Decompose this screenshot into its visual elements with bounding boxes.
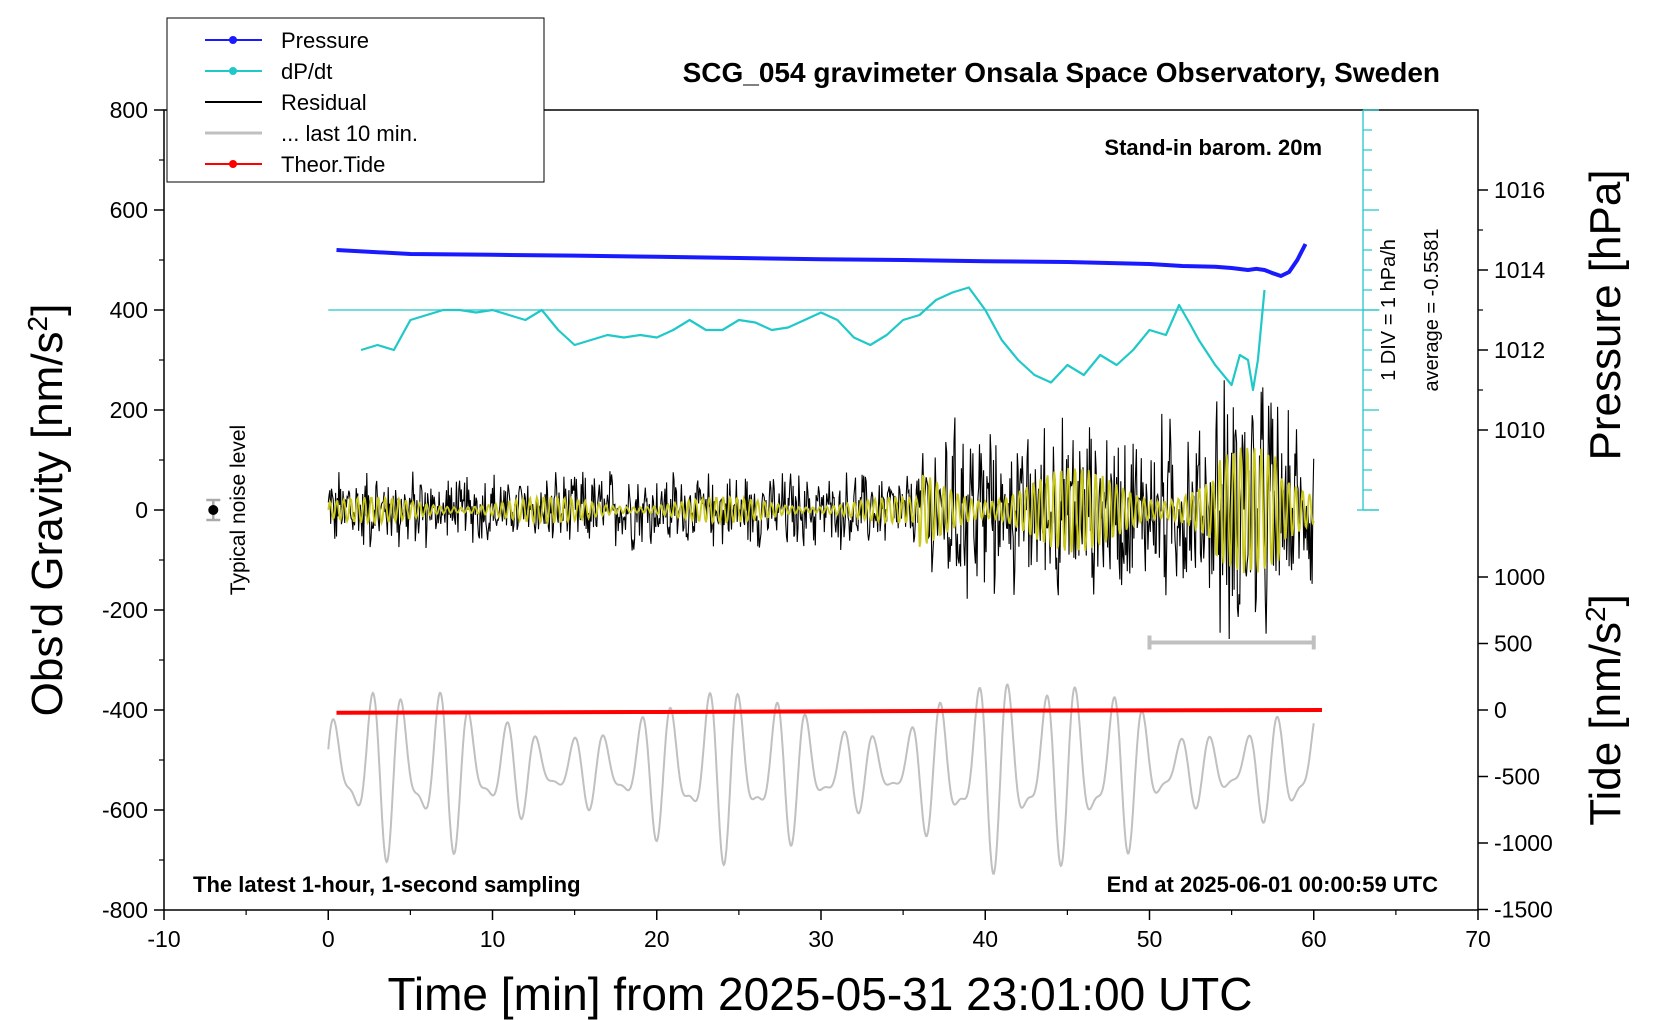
y-axis-title-left-close: ] [23,304,72,316]
x-tick-label: 40 [972,926,998,952]
y-axis-title-left-sup: 2 [22,316,53,332]
tide-tick-label: -1500 [1494,897,1553,923]
y-axis-ticks: 800 600 400 200 0 -200 -400 -600 -800 [102,97,164,923]
y-tick-label: 800 [110,97,148,123]
y-tick-label: 200 [110,397,148,423]
pressure-tick-label: 1016 [1494,177,1545,203]
legend-label: ... last 10 min. [281,121,418,146]
legend-label: dP/dt [281,59,332,84]
x-tick-label: 70 [1465,926,1491,952]
tide-axis-title: Tide [nm/s2] [1580,594,1631,826]
x-tick-label: 10 [480,926,506,952]
last-10-min-trace [327,683,1315,875]
tide-axis-title-sup: 2 [1580,606,1611,622]
x-axis-ticks: -10 0 10 20 30 40 50 60 70 [147,910,1491,952]
dpdt-line [360,286,1266,392]
tide-axis-ticks: 1000 500 0 -500 -1000 -1500 [1478,564,1553,923]
tide-tick-label: 500 [1494,631,1532,657]
noise-dot [208,505,219,515]
average-label: average = -0.5581 [1421,229,1443,392]
barometer-note: Stand-in barom. 20m [1104,135,1322,160]
tide-tick-label: -1000 [1494,830,1553,856]
legend-label: Residual [281,90,367,115]
x-tick-label: 20 [644,926,670,952]
pressure-axis-ticks: 1016 1014 1012 1010 [1478,177,1545,443]
x-tick-label: 50 [1137,926,1163,952]
pressure-tick-label: 1014 [1494,257,1545,283]
legend-marker [229,67,237,75]
residual-filtered-trace [327,447,1315,574]
series-layer [206,109,1380,875]
legend: Pressure dP/dt Residual ... last 10 min. The… [166,17,545,183]
y-tick-label: 600 [110,197,148,223]
legend-box [166,17,545,183]
y-axis-title-left-text: Obs'd Gravity [nm/s [23,331,72,716]
y-tick-label: -800 [102,897,148,923]
y-tick-label: -400 [102,697,148,723]
y-tick-label: -600 [102,797,148,823]
legend-label: Pressure [281,28,369,53]
end-note: End at 2025-06-01 00:00:59 UTC [1107,872,1438,897]
y-axis-title-left: Obs'd Gravity [nm/s2] [22,304,73,717]
pressure-axis-title: Pressure [hPa] [1581,169,1630,460]
tide-axis-title-text: Tide [nm/s [1581,622,1630,826]
div-label: 1 DIV = 1 hPa/h [1378,239,1400,381]
chart-title: SCG_054 gravimeter Onsala Space Observat… [683,57,1440,88]
theoretical-tide-line [336,708,1323,715]
legend-items: Pressure dP/dt Residual ... last 10 min. The… [205,28,418,177]
pressure-tick-label: 1010 [1494,417,1545,443]
y-tick-label: 0 [135,497,148,523]
tide-tick-label: 0 [1494,697,1507,723]
x-axis-title: Time [min] from 2025-05-31 23:01:00 UTC [388,968,1253,1020]
y-tick-label: 400 [110,297,148,323]
tide-axis-title-close: ] [1581,594,1630,606]
noise-label: Typical noise level [227,425,250,595]
tide-tick-label: 1000 [1494,564,1545,590]
pressure-tick-label: 1012 [1494,337,1545,363]
tide-tick-label: -500 [1494,764,1540,790]
legend-marker [229,160,237,168]
x-tick-label: 30 [808,926,834,952]
x-tick-label: -10 [147,926,180,952]
legend-marker [229,36,237,44]
pressure-line [336,243,1308,278]
x-tick-label: 0 [322,926,335,952]
y-tick-label: -200 [102,597,148,623]
x-tick-label: 60 [1301,926,1327,952]
legend-label: Theor.Tide [281,152,385,177]
latest-note: The latest 1-hour, 1-second sampling [193,872,581,897]
